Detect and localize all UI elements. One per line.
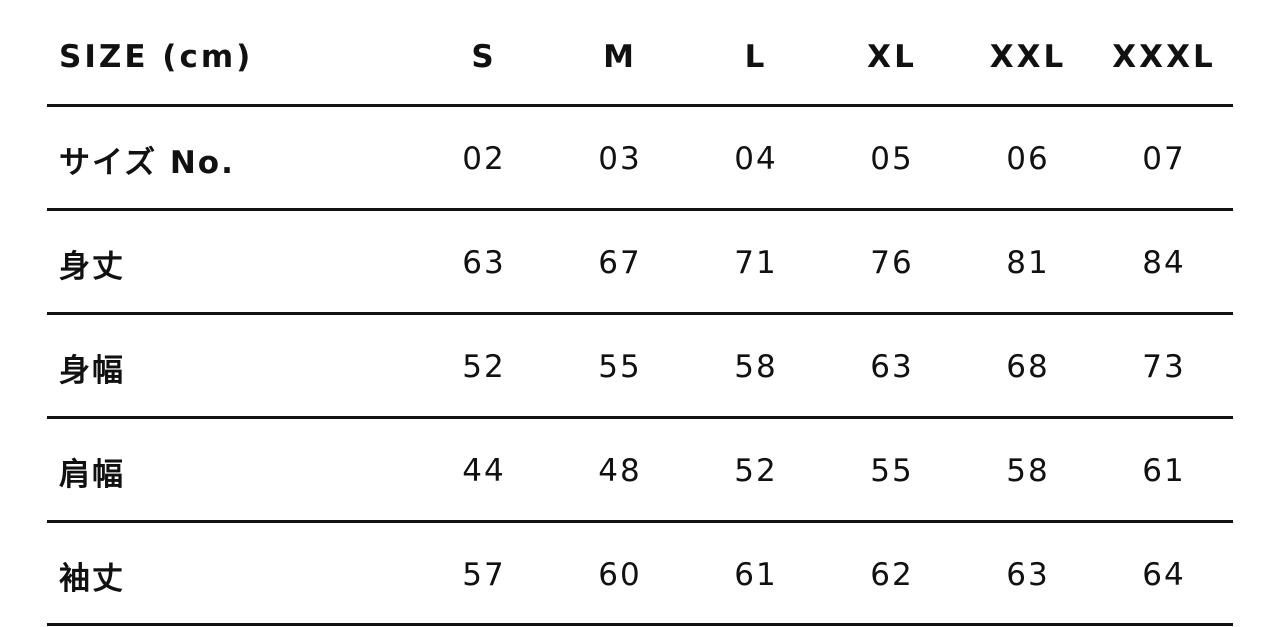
row-label: 身丈 <box>59 248 125 285</box>
size-header: XL <box>867 39 917 75</box>
table-row: サイズ No. 02 03 04 05 06 07 <box>47 107 1233 211</box>
table-cell: 64 <box>1142 557 1186 593</box>
table-cell: 63 <box>462 245 506 281</box>
table-cell: 03 <box>598 141 642 177</box>
size-header: XXXL <box>1112 39 1216 75</box>
table-row: 身幅 52 55 58 63 68 73 <box>47 315 1233 419</box>
table-row: 袖丈 57 60 61 62 63 64 <box>47 523 1233 627</box>
table-cell: 73 <box>1142 349 1186 385</box>
row-divider <box>47 520 1233 523</box>
size-header: XXL <box>989 39 1067 75</box>
table-cell: 62 <box>870 557 914 593</box>
table-cell: 68 <box>1006 349 1050 385</box>
table-row: 肩幅 44 48 52 55 58 61 <box>47 419 1233 523</box>
table-row: 身丈 63 67 71 76 81 84 <box>47 211 1233 315</box>
size-header: L <box>744 39 768 75</box>
table-cell: 57 <box>462 557 506 593</box>
size-header: M <box>603 39 637 75</box>
row-divider <box>47 208 1233 211</box>
table-cell: 06 <box>1006 141 1050 177</box>
table-cell: 84 <box>1142 245 1186 281</box>
table-cell: 52 <box>462 349 506 385</box>
row-divider <box>47 623 1233 626</box>
table-cell: 67 <box>598 245 642 281</box>
table-cell: 81 <box>1006 245 1050 281</box>
table-cell: 71 <box>734 245 778 281</box>
row-label: サイズ No. <box>59 144 235 181</box>
table-cell: 44 <box>462 453 506 489</box>
table-cell: 02 <box>462 141 506 177</box>
size-header: S <box>471 39 497 75</box>
table-cell: 52 <box>734 453 778 489</box>
row-label: SIZE (cm) <box>59 39 254 75</box>
row-label: 袖丈 <box>59 560 125 597</box>
row-label: 肩幅 <box>59 456 125 493</box>
table-cell: 58 <box>734 349 778 385</box>
row-label: 身幅 <box>59 352 125 389</box>
table-cell: 61 <box>1142 453 1186 489</box>
table-cell: 48 <box>598 453 642 489</box>
table-cell: 61 <box>734 557 778 593</box>
row-divider <box>47 104 1233 107</box>
table-cell: 07 <box>1142 141 1186 177</box>
table-cell: 05 <box>870 141 914 177</box>
table-cell: 63 <box>870 349 914 385</box>
table-cell: 04 <box>734 141 778 177</box>
table-cell: 63 <box>1006 557 1050 593</box>
table-cell: 58 <box>1006 453 1050 489</box>
table-cell: 55 <box>598 349 642 385</box>
row-divider <box>47 312 1233 315</box>
table-cell: 76 <box>870 245 914 281</box>
table-cell: 55 <box>870 453 914 489</box>
header-row: SIZE (cm) S M L XL XXL XXXL <box>47 5 1233 109</box>
row-divider <box>47 416 1233 419</box>
table-cell: 60 <box>598 557 642 593</box>
